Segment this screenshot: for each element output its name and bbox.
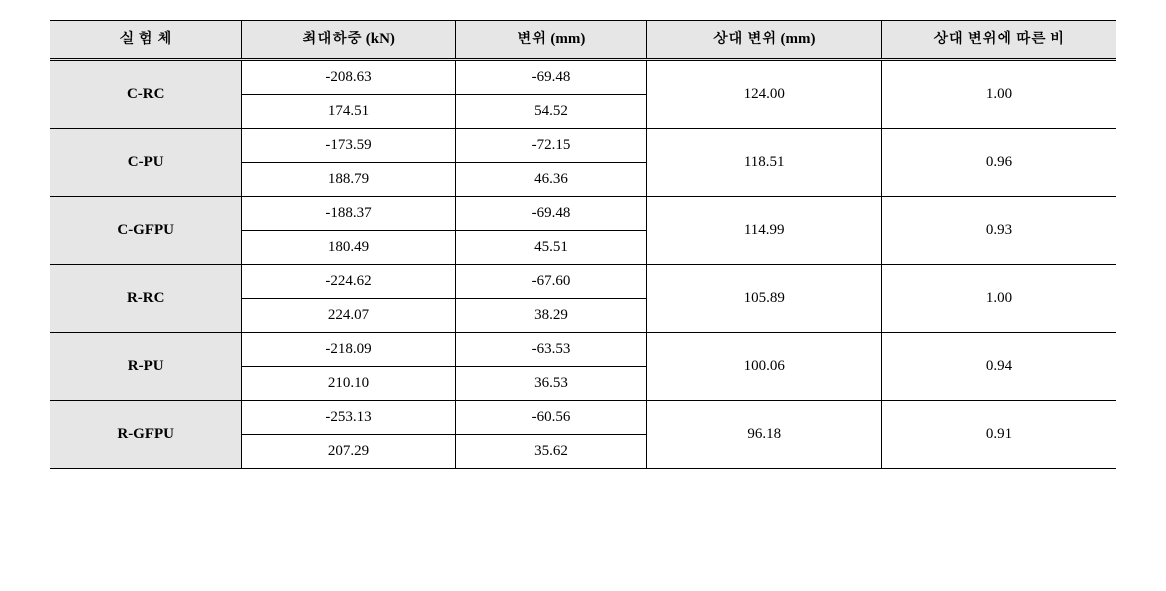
rel-disp: 114.99: [647, 197, 882, 265]
ratio: 1.00: [881, 265, 1116, 333]
disp-neg: -69.48: [455, 197, 647, 231]
header-displacement: 변위 (mm): [455, 21, 647, 60]
disp-pos: 35.62: [455, 435, 647, 469]
specimen-label: R-RC: [50, 265, 242, 333]
specimen-label: R-GFPU: [50, 401, 242, 469]
load-pos: 224.07: [242, 299, 455, 333]
rel-disp: 100.06: [647, 333, 882, 401]
header-max-load: 최대하중 (kN): [242, 21, 455, 60]
load-pos: 180.49: [242, 231, 455, 265]
specimen-label: R-PU: [50, 333, 242, 401]
table-row: C-RC -208.63 -69.48 124.00 1.00: [50, 60, 1116, 95]
header-specimen: 실 험 체: [50, 21, 242, 60]
load-neg: -208.63: [242, 60, 455, 95]
disp-neg: -69.48: [455, 60, 647, 95]
table-row: R-GFPU -253.13 -60.56 96.18 0.91: [50, 401, 1116, 435]
load-neg: -224.62: [242, 265, 455, 299]
header-rel-displacement: 상대 변위 (mm): [647, 21, 882, 60]
ratio: 0.94: [881, 333, 1116, 401]
disp-neg: -72.15: [455, 129, 647, 163]
load-neg: -188.37: [242, 197, 455, 231]
load-pos: 207.29: [242, 435, 455, 469]
specimen-label: C-GFPU: [50, 197, 242, 265]
disp-pos: 46.36: [455, 163, 647, 197]
ratio: 0.96: [881, 129, 1116, 197]
disp-pos: 36.53: [455, 367, 647, 401]
header-ratio: 상대 변위에 따른 비: [881, 21, 1116, 60]
load-pos: 210.10: [242, 367, 455, 401]
disp-neg: -63.53: [455, 333, 647, 367]
experiment-results-table: 실 험 체 최대하중 (kN) 변위 (mm) 상대 변위 (mm) 상대 변위…: [50, 20, 1116, 469]
disp-neg: -60.56: [455, 401, 647, 435]
rel-disp: 96.18: [647, 401, 882, 469]
table-row: R-PU -218.09 -63.53 100.06 0.94: [50, 333, 1116, 367]
rel-disp: 124.00: [647, 60, 882, 129]
load-pos: 174.51: [242, 95, 455, 129]
load-pos: 188.79: [242, 163, 455, 197]
load-neg: -253.13: [242, 401, 455, 435]
rel-disp: 105.89: [647, 265, 882, 333]
disp-pos: 45.51: [455, 231, 647, 265]
ratio: 0.91: [881, 401, 1116, 469]
ratio: 1.00: [881, 60, 1116, 129]
table-row: C-GFPU -188.37 -69.48 114.99 0.93: [50, 197, 1116, 231]
table-header-row: 실 험 체 최대하중 (kN) 변위 (mm) 상대 변위 (mm) 상대 변위…: [50, 21, 1116, 60]
load-neg: -173.59: [242, 129, 455, 163]
load-neg: -218.09: [242, 333, 455, 367]
specimen-label: C-PU: [50, 129, 242, 197]
disp-pos: 54.52: [455, 95, 647, 129]
ratio: 0.93: [881, 197, 1116, 265]
table-row: C-PU -173.59 -72.15 118.51 0.96: [50, 129, 1116, 163]
specimen-label: C-RC: [50, 60, 242, 129]
disp-pos: 38.29: [455, 299, 647, 333]
rel-disp: 118.51: [647, 129, 882, 197]
disp-neg: -67.60: [455, 265, 647, 299]
table-row: R-RC -224.62 -67.60 105.89 1.00: [50, 265, 1116, 299]
